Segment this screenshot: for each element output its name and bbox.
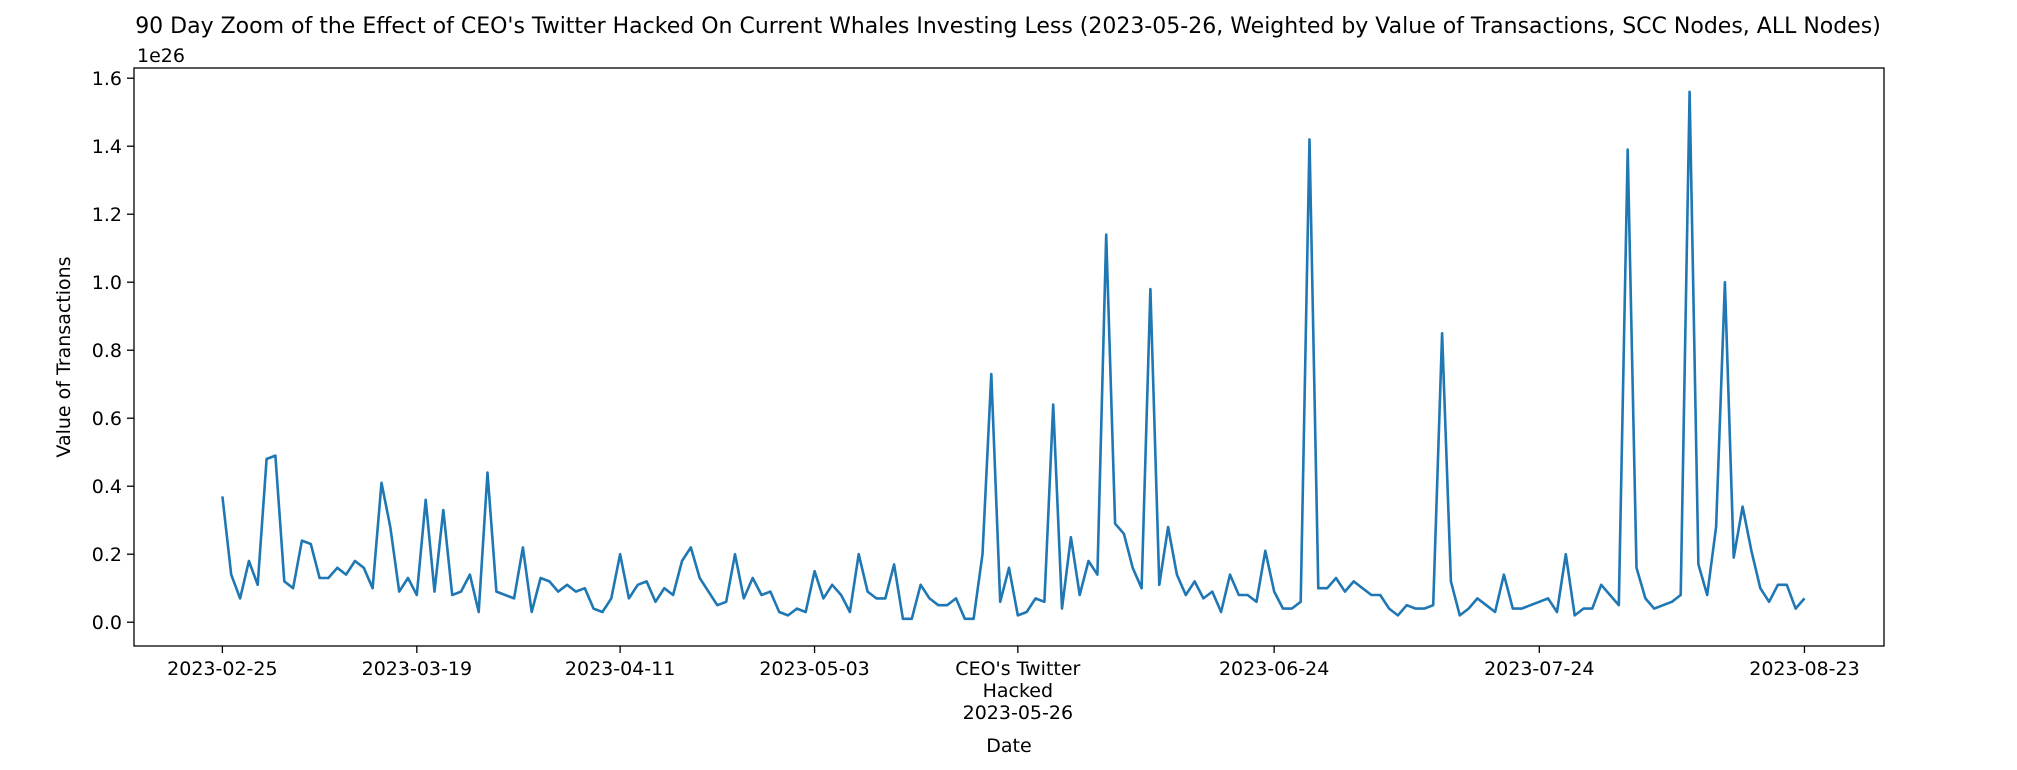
x-tick-label: 2023-02-25 [167,658,277,680]
x-tick-label: CEO's Twitter Hacked 2023-05-26 [955,658,1080,724]
x-tick-label: 2023-03-19 [362,658,472,680]
x-tick-label: 2023-04-11 [565,658,675,680]
y-tick-label: 1.2 [92,204,122,226]
x-tick-label: 2023-06-24 [1219,658,1329,680]
axis-ticks: 0.0 0.2 0.4 0.6 0.8 1.0 1.2 1.4 1.6 2023-02-25 202… [92,68,1860,724]
y-tick-label: 1.6 [92,68,122,90]
y-tick-label: 0.4 [92,476,122,498]
plot-area [221,90,1806,621]
series-line [221,90,1806,621]
x-tick-label: 2023-05-03 [759,658,869,680]
x-axis-label: Date [986,735,1031,757]
y-offset-label: 1e26 [137,45,185,67]
y-tick-label: 0.2 [92,544,122,566]
chart-title: 90 Day Zoom of the Effect of CEO's Twitt… [135,14,1881,39]
y-tick-label: 0.0 [92,612,122,634]
plot-frame [133,67,1885,647]
y-tick-label: 0.6 [92,408,122,430]
x-tick-label: 2023-08-23 [1749,658,1859,680]
y-axis-label: Value of Transactions [53,256,75,457]
x-tick-label: 2023-07-24 [1484,658,1594,680]
y-tick-label: 1.0 [92,272,122,294]
y-tick-label: 0.8 [92,340,122,362]
y-tick-label: 1.4 [92,136,122,158]
